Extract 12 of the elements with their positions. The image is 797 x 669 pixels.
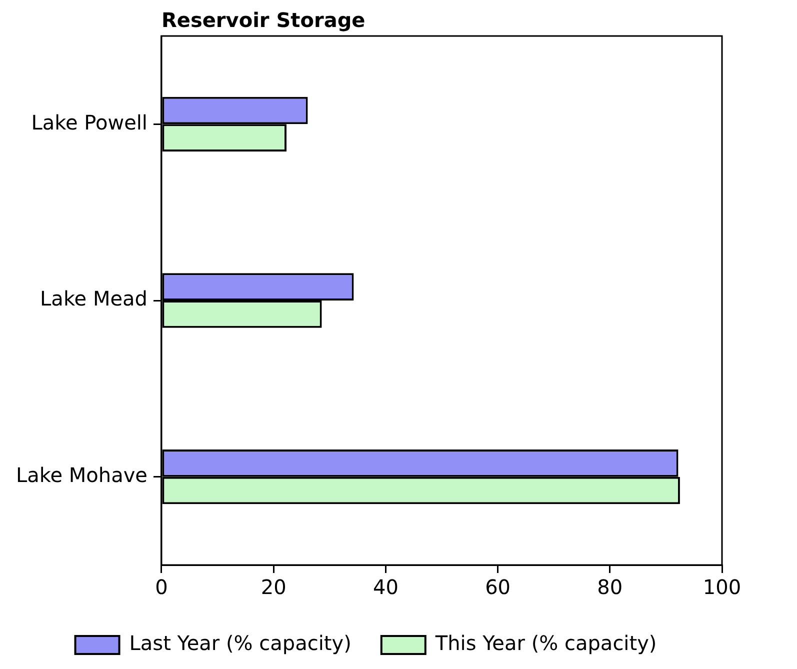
x-tick-label: 0 [155, 575, 168, 600]
y-tick-label: Lake Mohave [16, 463, 148, 488]
y-tick-label: Lake Powell [31, 110, 148, 134]
x-tick-label: 80 [597, 575, 623, 600]
x-tick-label: 20 [260, 575, 286, 600]
x-tick-label: 100 [702, 575, 742, 600]
chart-title: Reservoir Storage [161, 8, 366, 32]
y-tick-label: Lake Mead [40, 286, 148, 311]
x-tick-label: 40 [372, 575, 398, 600]
x-tick-label: 60 [485, 575, 511, 600]
legend-label: Last Year (% capacity) [129, 631, 352, 656]
legend-label: This Year (% capacity) [434, 631, 657, 656]
